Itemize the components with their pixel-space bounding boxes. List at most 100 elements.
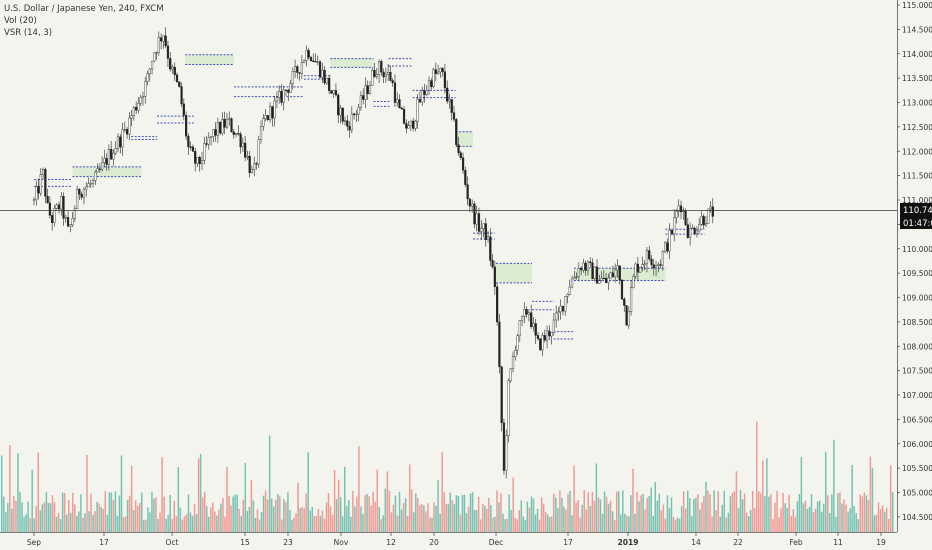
candle-body <box>432 69 435 88</box>
volume-bar <box>764 496 766 532</box>
candle <box>441 67 444 77</box>
candle-body <box>507 380 510 436</box>
volume-bar <box>632 468 634 532</box>
candle-body <box>441 68 444 72</box>
candle <box>491 254 494 269</box>
vsr-zone <box>665 228 705 235</box>
volume-bar <box>250 480 253 532</box>
candle-body <box>141 96 145 98</box>
price-tick-label: 108.000 <box>902 342 932 351</box>
candle-body <box>53 208 56 223</box>
candle <box>101 156 104 172</box>
candle <box>139 94 142 107</box>
volume-bar <box>599 499 602 532</box>
volume-bar <box>25 514 27 532</box>
candle-body <box>187 135 190 148</box>
candle-body <box>289 83 292 93</box>
volume-bar <box>179 507 182 532</box>
candle <box>157 31 160 56</box>
volume-bar <box>867 499 870 532</box>
volume-bar <box>175 516 178 532</box>
candle <box>527 308 531 322</box>
volume-bar <box>613 519 616 532</box>
volume-bar <box>461 494 464 532</box>
price-axis[interactable]: 115.000 114.500 114.000 113.500 113.000 112.5… <box>897 1 932 522</box>
volume-bar <box>528 507 531 532</box>
candle <box>600 271 603 283</box>
volume-bar <box>90 493 92 532</box>
candle-body <box>105 158 108 165</box>
volume-bar <box>686 490 689 532</box>
volume-bar <box>96 501 98 532</box>
volume-bar <box>210 507 212 532</box>
volume-bar <box>406 516 409 532</box>
candle-body <box>511 356 515 369</box>
countdown-label: 01:47:08 <box>903 219 932 229</box>
volume-bar <box>520 500 523 532</box>
candle <box>44 167 47 204</box>
candle-body <box>241 142 244 148</box>
time-tick-label: Nov <box>334 538 349 547</box>
volume-bar <box>672 516 675 532</box>
candle-body <box>457 144 460 153</box>
volume-bar <box>295 513 297 532</box>
candle <box>282 85 285 111</box>
candle-body <box>232 131 235 135</box>
candle-body <box>303 60 306 63</box>
volume-bar <box>697 494 699 532</box>
price-tick-label: 109.500 <box>902 269 932 278</box>
candle <box>237 125 240 136</box>
candle-body <box>473 203 476 225</box>
candle-body <box>78 189 81 195</box>
volume-bar <box>755 421 758 532</box>
candle-body <box>271 106 274 119</box>
candle-body <box>561 305 565 312</box>
candle-body <box>602 277 605 280</box>
candle-body <box>539 338 542 351</box>
candle-body <box>339 107 342 116</box>
candle <box>434 62 437 82</box>
chart-legend: U.S. Dollar / Japanese Yen, 240, FXCM Vo… <box>4 3 164 39</box>
candle <box>652 258 655 276</box>
volume-bar <box>603 491 606 532</box>
volume-bar <box>705 481 707 532</box>
candle <box>611 265 615 279</box>
volume-bar <box>512 477 514 532</box>
candle-body <box>652 264 655 268</box>
candle <box>275 91 279 109</box>
candle <box>464 166 467 188</box>
volume-bar <box>889 465 892 532</box>
candle-body <box>230 118 233 133</box>
candle <box>543 329 546 343</box>
volume-bars <box>1 421 894 532</box>
candle <box>32 197 36 206</box>
volume-bar <box>693 499 695 532</box>
candle-body <box>577 267 580 277</box>
time-axis[interactable]: Sep 17 Oct 15 23 Nov 12 20 Dec 17 2019 14 22 Feb 11 19 <box>27 532 886 547</box>
volume-bar <box>173 500 176 532</box>
volume-indicator-label[interactable]: Vol (20) <box>4 16 37 26</box>
candle <box>135 101 138 115</box>
candle-body <box>41 169 45 175</box>
vsr-indicator-label[interactable]: VSR (14, 3) <box>4 28 53 38</box>
candle-body <box>639 267 642 273</box>
candle-body <box>234 133 238 135</box>
volume-bar <box>745 512 748 532</box>
time-tick-label: Sep <box>27 538 41 547</box>
volume-bar <box>469 493 472 532</box>
candle-body <box>296 66 299 73</box>
symbol-title[interactable]: U.S. Dollar / Japanese Yen, 240, FXCM <box>4 4 164 14</box>
candle-body <box>332 90 335 94</box>
candle <box>309 55 313 62</box>
candle <box>616 259 619 278</box>
volume-bar <box>341 516 344 532</box>
candle-body <box>466 184 469 200</box>
volume-bar <box>573 465 575 532</box>
candle <box>332 89 335 98</box>
volume-bar <box>877 502 880 532</box>
candle <box>289 79 292 93</box>
candle <box>259 120 263 144</box>
candle-body <box>89 183 92 185</box>
candle-body <box>698 224 701 232</box>
